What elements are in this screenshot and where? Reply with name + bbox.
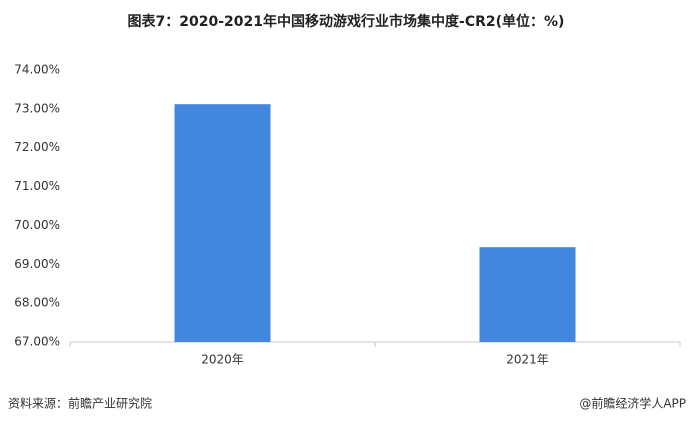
bar bbox=[479, 247, 576, 342]
x-tick-label: 2020年 bbox=[201, 353, 244, 367]
y-tick-label: 74.00% bbox=[14, 63, 60, 77]
y-tick-label: 73.00% bbox=[14, 101, 60, 115]
chart-title: 图表7：2020-2021年中国移动游戏行业市场集中度-CR2(单位：%) bbox=[128, 13, 565, 30]
y-tick-label: 69.00% bbox=[14, 257, 60, 271]
y-tick-label: 68.00% bbox=[14, 296, 60, 310]
source: 资料来源：前瞻产业研究院 bbox=[8, 396, 152, 411]
bar bbox=[174, 104, 271, 343]
credit: @前瞻经济学人APP bbox=[579, 396, 686, 411]
y-tick-label: 71.00% bbox=[14, 179, 60, 193]
x-tick-label: 2021年 bbox=[506, 353, 549, 367]
y-tick-label: 72.00% bbox=[14, 140, 60, 154]
y-tick-label: 67.00% bbox=[14, 335, 60, 349]
y-tick-label: 70.00% bbox=[14, 218, 60, 232]
